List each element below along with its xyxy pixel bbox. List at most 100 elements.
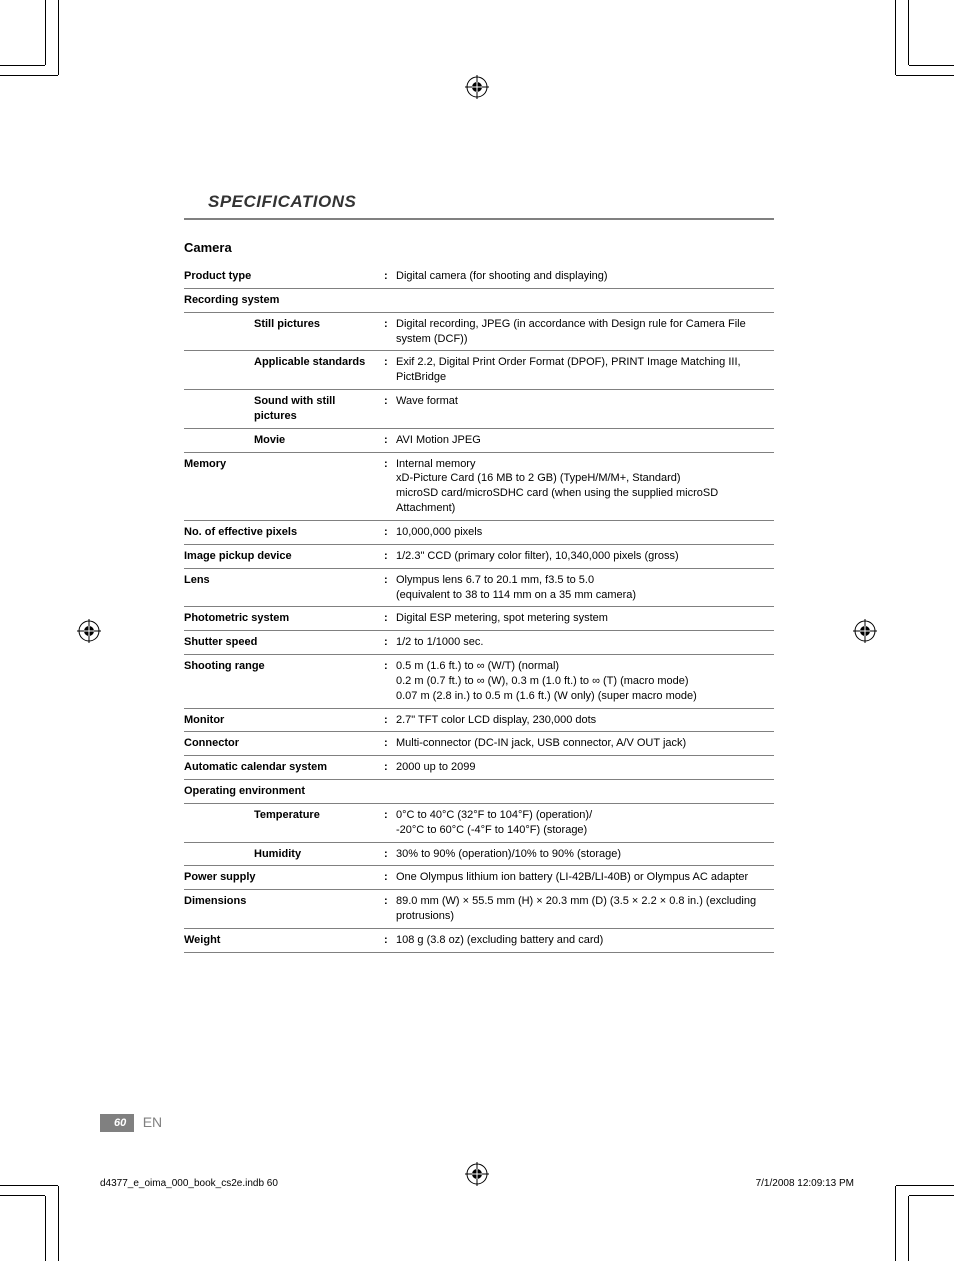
crop-mark xyxy=(58,0,59,75)
spec-value: Digital camera (for shooting and display… xyxy=(396,265,774,288)
spec-colon: : xyxy=(384,866,396,890)
spec-colon: : xyxy=(384,842,396,866)
spec-label: Sound with still pictures xyxy=(184,390,384,429)
spec-label: Monitor xyxy=(184,708,384,732)
register-mark-icon xyxy=(853,619,877,643)
footer-file: d4377_e_oima_000_book_cs2e.indb 60 xyxy=(100,1178,278,1189)
table-row: Dimensions:89.0 mm (W) × 55.5 mm (H) × 2… xyxy=(184,890,774,929)
crop-mark xyxy=(45,0,46,65)
register-mark-icon xyxy=(77,619,101,643)
lang-code: EN xyxy=(143,1114,162,1130)
spec-colon: : xyxy=(384,929,396,953)
spec-colon: : xyxy=(384,520,396,544)
spec-value: Digital recording, JPEG (in accordance w… xyxy=(396,312,774,351)
crop-mark xyxy=(908,1196,909,1261)
crop-mark xyxy=(0,1185,58,1186)
spec-colon: : xyxy=(384,890,396,929)
spec-label: Power supply xyxy=(184,866,384,890)
spec-colon: : xyxy=(384,351,396,390)
spec-label: Product type xyxy=(184,265,384,288)
crop-mark xyxy=(896,75,954,76)
spec-value: Digital ESP metering, spot metering syst… xyxy=(396,607,774,631)
spec-colon: : xyxy=(384,428,396,452)
spec-value: Internal memoryxD-Picture Card (16 MB to… xyxy=(396,452,774,520)
crop-mark xyxy=(896,1185,954,1186)
table-row: Product type:Digital camera (for shootin… xyxy=(184,265,774,288)
spec-colon: : xyxy=(384,708,396,732)
table-row: Still pictures:Digital recording, JPEG (… xyxy=(184,312,774,351)
section-title-rule: SPECIFICATIONS xyxy=(184,192,774,220)
crop-mark xyxy=(909,1195,954,1196)
table-row: Connector:Multi-connector (DC-IN jack, U… xyxy=(184,732,774,756)
spec-value xyxy=(396,780,774,804)
spec-label: Memory xyxy=(184,452,384,520)
spec-colon: : xyxy=(384,312,396,351)
crop-mark xyxy=(908,0,909,65)
spec-colon xyxy=(384,288,396,312)
spec-label: Shutter speed xyxy=(184,631,384,655)
table-row: Automatic calendar system:2000 up to 209… xyxy=(184,756,774,780)
content-area: SPECIFICATIONS Camera Product type:Digit… xyxy=(184,192,774,953)
crop-mark xyxy=(895,1186,896,1261)
spec-label: Photometric system xyxy=(184,607,384,631)
spec-value: 30% to 90% (operation)/10% to 90% (stora… xyxy=(396,842,774,866)
table-row: Temperature:0°C to 40°C (32°F to 104°F) … xyxy=(184,803,774,842)
spec-label: Humidity xyxy=(184,842,384,866)
spec-value: 89.0 mm (W) × 55.5 mm (H) × 20.3 mm (D) … xyxy=(396,890,774,929)
table-row: Humidity:30% to 90% (operation)/10% to 9… xyxy=(184,842,774,866)
spec-value: One Olympus lithium ion battery (LI-42B/… xyxy=(396,866,774,890)
spec-label: Operating environment xyxy=(184,780,384,804)
spec-colon: : xyxy=(384,452,396,520)
spec-label: Automatic calendar system xyxy=(184,756,384,780)
spec-label: Image pickup device xyxy=(184,544,384,568)
spec-colon: : xyxy=(384,544,396,568)
table-row: Power supply:One Olympus lithium ion bat… xyxy=(184,866,774,890)
spec-colon: : xyxy=(384,607,396,631)
table-row: Operating environment xyxy=(184,780,774,804)
spec-value: Wave format xyxy=(396,390,774,429)
table-row: No. of effective pixels:10,000,000 pixel… xyxy=(184,520,774,544)
spec-value: AVI Motion JPEG xyxy=(396,428,774,452)
table-row: Memory:Internal memoryxD-Picture Card (1… xyxy=(184,452,774,520)
spec-colon: : xyxy=(384,568,396,607)
spec-label: No. of effective pixels xyxy=(184,520,384,544)
spec-label: Shooting range xyxy=(184,655,384,709)
spec-colon xyxy=(384,780,396,804)
table-row: Sound with still pictures:Wave format xyxy=(184,390,774,429)
spec-colon: : xyxy=(384,655,396,709)
crop-mark xyxy=(895,0,896,75)
crop-mark xyxy=(0,1195,45,1196)
spec-colon: : xyxy=(384,390,396,429)
spec-value: 2000 up to 2099 xyxy=(396,756,774,780)
spec-label: Applicable standards xyxy=(184,351,384,390)
spec-label: Recording system xyxy=(184,288,384,312)
spec-colon: : xyxy=(384,631,396,655)
spec-value: 0.5 m (1.6 ft.) to ∞ (W/T) (normal)0.2 m… xyxy=(396,655,774,709)
spec-value: 10,000,000 pixels xyxy=(396,520,774,544)
spec-label: Weight xyxy=(184,929,384,953)
crop-mark xyxy=(0,65,45,66)
print-footer: d4377_e_oima_000_book_cs2e.indb 60 7/1/2… xyxy=(100,1178,854,1189)
table-row: Movie:AVI Motion JPEG xyxy=(184,428,774,452)
spec-table: Product type: Digital camera (for shootin… xyxy=(184,265,774,953)
table-row: Photometric system:Digital ESP metering,… xyxy=(184,607,774,631)
table-row: Recording system xyxy=(184,288,774,312)
crop-mark xyxy=(0,75,58,76)
spec-value: 0°C to 40°C (32°F to 104°F) (operation)/… xyxy=(396,803,774,842)
category-title: Camera xyxy=(184,240,774,255)
crop-mark xyxy=(58,1186,59,1261)
spec-value: Multi-connector (DC-IN jack, USB connect… xyxy=(396,732,774,756)
section-title: SPECIFICATIONS xyxy=(184,192,774,212)
table-row: Monitor:2.7" TFT color LCD display, 230,… xyxy=(184,708,774,732)
spec-value: Olympus lens 6.7 to 20.1 mm, f3.5 to 5.0… xyxy=(396,568,774,607)
table-row: Weight:108 g (3.8 oz) (excluding battery… xyxy=(184,929,774,953)
spec-colon: : xyxy=(384,732,396,756)
spec-label: Connector xyxy=(184,732,384,756)
table-row: Applicable standards:Exif 2.2, Digital P… xyxy=(184,351,774,390)
page-number: 60 xyxy=(100,1114,134,1132)
table-row: Lens:Olympus lens 6.7 to 20.1 mm, f3.5 t… xyxy=(184,568,774,607)
spec-value xyxy=(396,288,774,312)
crop-mark xyxy=(909,65,954,66)
spec-colon: : xyxy=(384,803,396,842)
spec-value: 108 g (3.8 oz) (excluding battery and ca… xyxy=(396,929,774,953)
